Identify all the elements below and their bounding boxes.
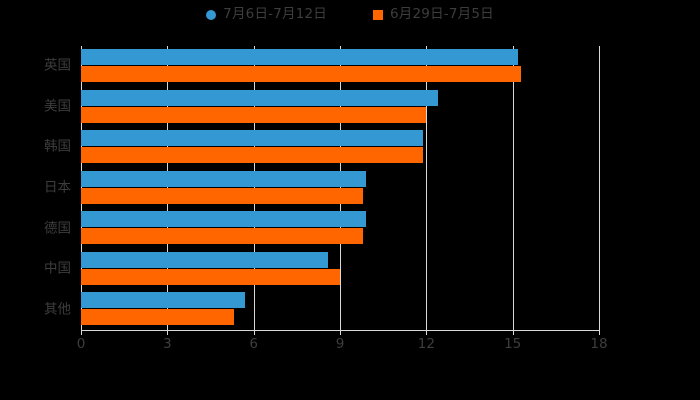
x-axis-label-12: 12: [417, 336, 435, 352]
bar-日本-series-0[interactable]: [81, 170, 366, 187]
legend-item-series-0[interactable]: 7月6日-7月12日: [206, 6, 327, 22]
x-axis-label-18: 18: [590, 336, 608, 352]
plot-area: [81, 46, 600, 330]
bar-英国-series-0[interactable]: [81, 49, 519, 65]
bar-美国-series-1[interactable]: [81, 106, 427, 123]
y-axis-label-韩国: 韩国: [44, 138, 71, 155]
x-axis-label-0: 0: [76, 336, 86, 352]
bar-韩国-series-0[interactable]: [81, 130, 424, 147]
bar-韩国-series-1[interactable]: [81, 147, 424, 164]
tick-mark-0: [81, 330, 82, 335]
bar-row: [81, 46, 599, 87]
y-axis-label-德国: 德国: [44, 219, 71, 236]
gridline-15: [512, 46, 514, 330]
x-axis-label-6: 6: [249, 336, 258, 352]
tick-mark-18: [599, 330, 600, 335]
y-axis-label-中国: 中国: [44, 260, 71, 277]
bar-英国-series-1[interactable]: [81, 66, 522, 82]
y-axis-label-英国: 英国: [44, 57, 71, 74]
gridline-12: [426, 46, 428, 330]
legend-marker-square-icon: [373, 9, 383, 20]
bar-中国-series-0[interactable]: [81, 251, 329, 268]
gridline-18: [599, 46, 600, 330]
bar-其他-series-0[interactable]: [81, 292, 246, 309]
y-axis-labels: 英国美国韩国日本德国中国其他: [0, 46, 71, 330]
bar-row: [81, 127, 599, 168]
x-axis-label-15: 15: [504, 336, 522, 352]
bar-美国-series-0[interactable]: [81, 89, 438, 106]
x-axis-label-3: 3: [163, 336, 172, 352]
tick-mark-12: [426, 330, 428, 335]
bar-row: [81, 87, 599, 128]
tick-mark-15: [512, 330, 514, 335]
y-axis-label-美国: 美国: [44, 98, 71, 115]
chart-legend: 7月6日-7月12日 6月29日-7月5日: [0, 6, 700, 22]
y-axis-label-其他: 其他: [44, 300, 71, 317]
legend-label-series-1: 6月29日-7月5日: [390, 6, 494, 22]
x-axis-label-9: 9: [335, 336, 345, 352]
bar-德国-series-0[interactable]: [81, 211, 366, 228]
bar-中国-series-1[interactable]: [81, 268, 340, 285]
legend-label-series-0: 7月6日-7月12日: [223, 6, 327, 22]
bar-rows: [81, 46, 599, 330]
tick-mark-6: [253, 330, 255, 335]
bar-日本-series-1[interactable]: [81, 187, 364, 204]
legend-marker-circle-icon: [206, 9, 217, 20]
tick-mark-3: [167, 330, 169, 335]
bar-row: [81, 289, 599, 330]
legend-item-series-1[interactable]: 6月29日-7月5日: [373, 6, 494, 22]
bar-row: [81, 208, 599, 249]
x-axis-labels: 0 3 6 9 12 15 18: [0, 336, 700, 358]
bar-德国-series-1[interactable]: [81, 228, 364, 245]
bar-row: [81, 168, 599, 209]
tick-mark-9: [340, 330, 341, 335]
bar-其他-series-1[interactable]: [81, 309, 234, 326]
y-axis-label-日本: 日本: [44, 179, 71, 196]
bar-row: [81, 249, 599, 290]
